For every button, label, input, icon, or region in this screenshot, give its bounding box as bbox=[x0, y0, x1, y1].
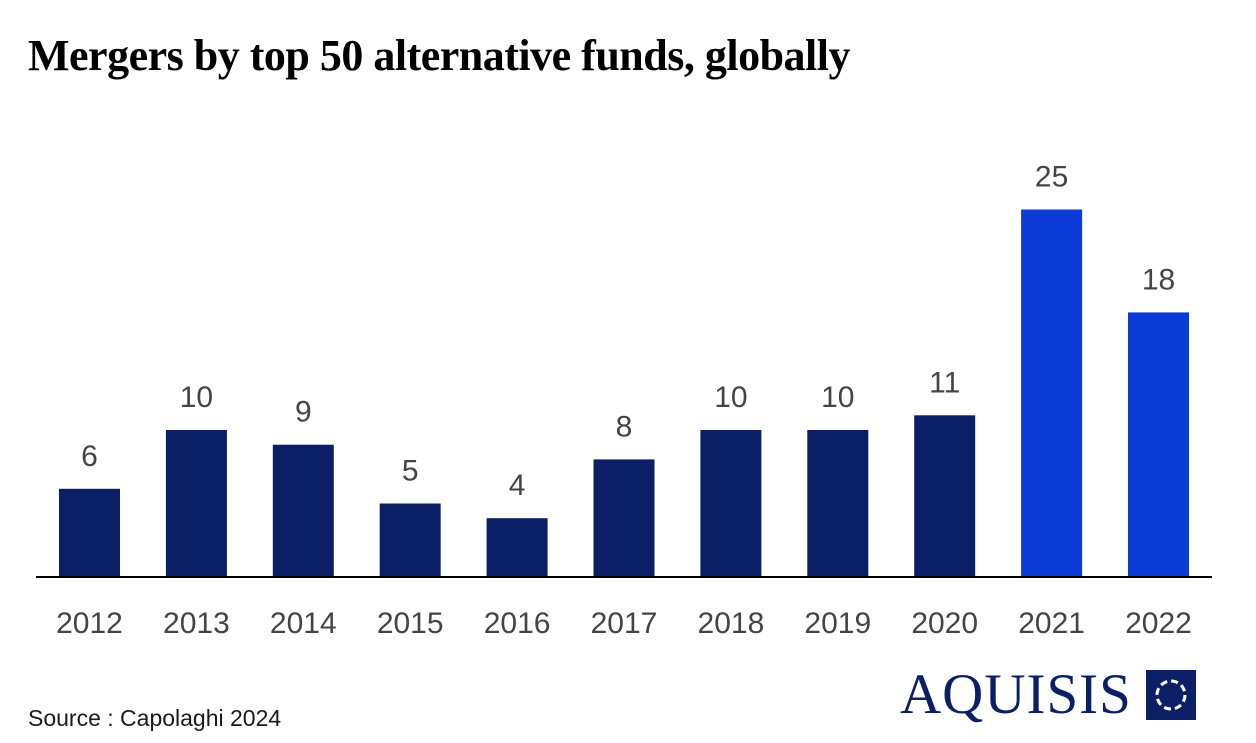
x-tick-label-2012: 2012 bbox=[56, 607, 123, 640]
x-tick-labels: 2012 2013 2014 2015 2016 2017 2018 2019 2020 2021… bbox=[56, 607, 1192, 640]
value-label-2017: 8 bbox=[616, 410, 633, 443]
bar-2019 bbox=[807, 430, 869, 577]
x-tick-label-2022: 2022 bbox=[1125, 607, 1192, 640]
bar-2016 bbox=[486, 518, 548, 577]
value-label-2015: 5 bbox=[402, 455, 419, 488]
value-label-2016: 4 bbox=[509, 469, 526, 502]
value-label-2018: 10 bbox=[714, 381, 747, 414]
x-tick-label-2017: 2017 bbox=[591, 607, 658, 640]
bar-2014 bbox=[272, 444, 334, 577]
value-labels-layer: 6 10 9 5 4 8 10 10 11 25 18 bbox=[81, 161, 1175, 503]
x-tick-label-2018: 2018 bbox=[698, 607, 765, 640]
bar-2012 bbox=[59, 488, 120, 577]
x-tick-label-2014: 2014 bbox=[270, 607, 337, 640]
bars-layer bbox=[59, 209, 1189, 577]
value-label-2022: 18 bbox=[1142, 263, 1175, 296]
bar-2013 bbox=[165, 430, 227, 577]
brand-mark-icon bbox=[1145, 669, 1196, 720]
bar-2022 bbox=[1128, 312, 1189, 577]
value-label-2014: 9 bbox=[295, 396, 312, 429]
source-note: Source : Capolaghi 2024 bbox=[28, 705, 282, 731]
x-tick-label-2015: 2015 bbox=[377, 607, 444, 640]
x-tick-label-2013: 2013 bbox=[163, 607, 230, 640]
x-tick-label-2021: 2021 bbox=[1018, 607, 1085, 640]
bar-2015 bbox=[379, 503, 441, 577]
value-label-2019: 10 bbox=[821, 381, 854, 414]
value-label-2012: 6 bbox=[81, 440, 98, 473]
chart-title: Mergers by top 50 alternative funds, glo… bbox=[28, 31, 851, 80]
bar-2021 bbox=[1021, 209, 1083, 577]
value-label-2021: 25 bbox=[1035, 161, 1068, 194]
bar-2020 bbox=[914, 415, 976, 577]
value-label-2020: 11 bbox=[929, 366, 960, 399]
value-label-2013: 10 bbox=[180, 381, 213, 414]
x-tick-label-2020: 2020 bbox=[911, 607, 978, 640]
brand-logo: AQUISIS bbox=[900, 666, 1196, 723]
bar-2018 bbox=[700, 430, 762, 577]
brand-name: AQUISIS bbox=[900, 663, 1132, 726]
bar-2017 bbox=[593, 459, 655, 577]
x-tick-label-2016: 2016 bbox=[484, 607, 551, 640]
x-tick-label-2019: 2019 bbox=[804, 607, 871, 640]
